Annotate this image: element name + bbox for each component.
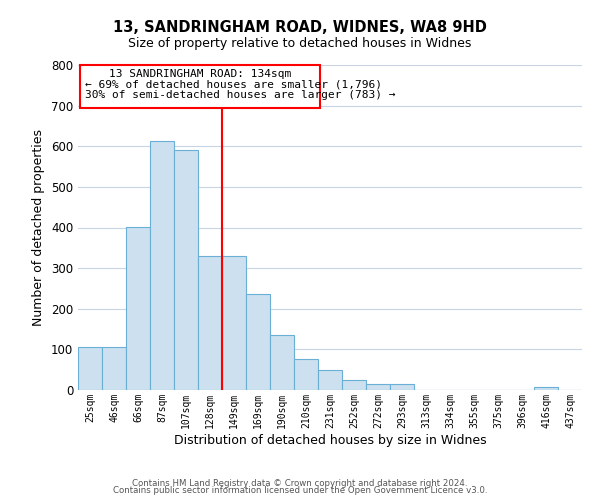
X-axis label: Distribution of detached houses by size in Widnes: Distribution of detached houses by size … [173,434,487,446]
Bar [78,348,102,390]
Text: 30% of semi-detached houses are larger (783) →: 30% of semi-detached houses are larger (… [85,90,396,100]
FancyBboxPatch shape [80,65,320,108]
Text: Contains HM Land Registry data © Crown copyright and database right 2024.: Contains HM Land Registry data © Crown c… [132,478,468,488]
Bar [102,346,126,390]
Y-axis label: Number of detached properties: Number of detached properties [32,129,46,326]
Text: Size of property relative to detached houses in Widnes: Size of property relative to detached ho… [128,38,472,51]
Bar [270,335,294,390]
Text: 13, SANDRINGHAM ROAD, WIDNES, WA8 9HD: 13, SANDRINGHAM ROAD, WIDNES, WA8 9HD [113,20,487,35]
Text: 13 SANDRINGHAM ROAD: 134sqm: 13 SANDRINGHAM ROAD: 134sqm [109,69,292,79]
Bar [222,256,246,390]
Bar [390,384,414,390]
Bar [366,384,390,390]
Bar [294,359,318,390]
Bar [126,226,150,390]
Text: ← 69% of detached houses are smaller (1,796): ← 69% of detached houses are smaller (1,… [85,79,382,89]
Bar [150,141,174,390]
Bar [342,380,366,390]
Bar [174,150,198,390]
Text: Contains public sector information licensed under the Open Government Licence v3: Contains public sector information licen… [113,486,487,495]
Bar [318,370,342,390]
Bar [534,387,558,390]
Bar [246,294,270,390]
Bar [198,256,222,390]
